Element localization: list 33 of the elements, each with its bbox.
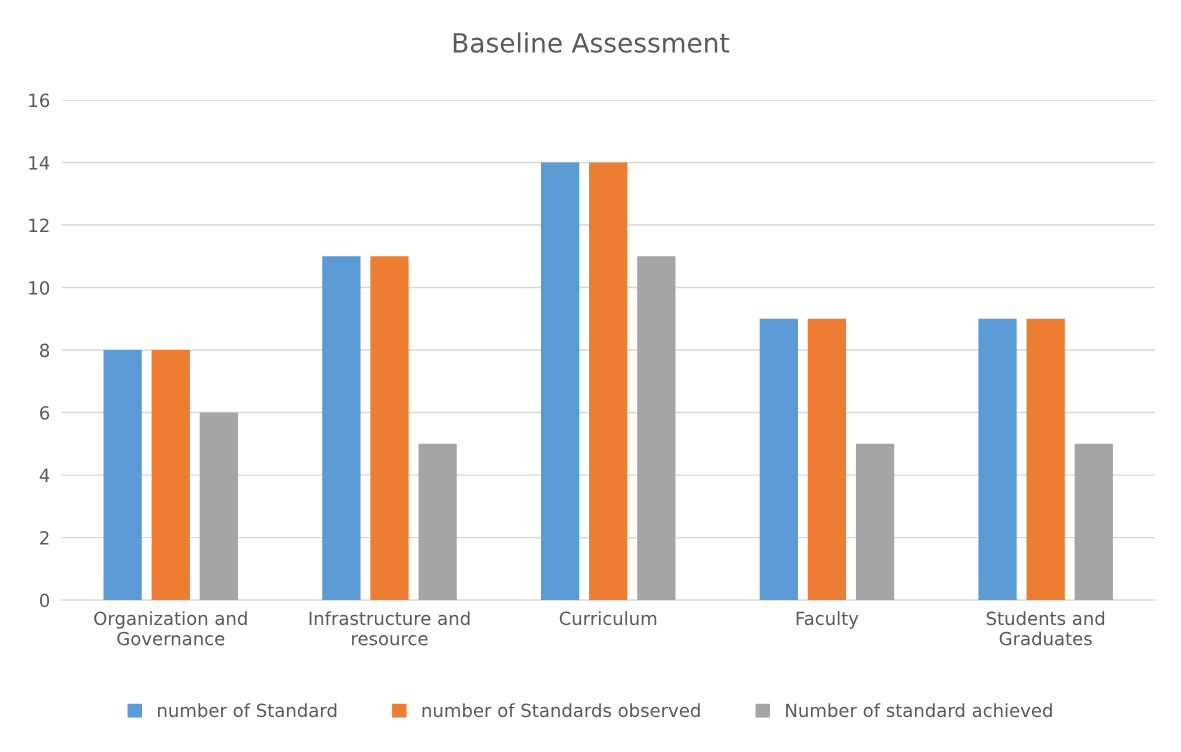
bar (978, 318, 1017, 601)
bar (418, 443, 457, 601)
y-tick-label: 0 (40, 593, 50, 608)
bar (807, 318, 847, 601)
chart-title: Baseline Assessment (453, 32, 730, 53)
bar (1074, 443, 1113, 601)
x-tick-label: Faculty (796, 611, 859, 629)
bar (855, 443, 895, 601)
bar (151, 350, 190, 601)
y-tick-label: 4 (39, 468, 50, 482)
y-tick-label: 12 (29, 218, 49, 232)
bar (589, 162, 628, 601)
x-tick-label: Infrastructure and resource (309, 611, 470, 646)
y-tick-label: 10 (29, 281, 50, 295)
y-tick-label: 8 (40, 343, 50, 358)
bar (759, 318, 798, 601)
y-tick-label: 14 (29, 156, 50, 170)
bar (370, 256, 409, 601)
x-tick-label: Curriculum (559, 611, 657, 626)
bar (1026, 318, 1065, 601)
y-tick-label: 16 (29, 93, 50, 108)
bar (103, 350, 142, 601)
legend-label: number of Standards observed (422, 703, 700, 718)
x-tick-label: Students and Graduates (986, 611, 1105, 646)
legend-label: number of Standard (158, 703, 337, 718)
legend-label: Number of standard achieved (786, 703, 1052, 718)
bar (637, 256, 676, 601)
bar (199, 412, 239, 601)
bar (322, 256, 361, 601)
x-tick-label: Organization and Governance (94, 611, 247, 646)
bar (540, 162, 580, 601)
y-tick-label: 2 (40, 531, 49, 545)
y-tick-label: 6 (40, 406, 50, 420)
